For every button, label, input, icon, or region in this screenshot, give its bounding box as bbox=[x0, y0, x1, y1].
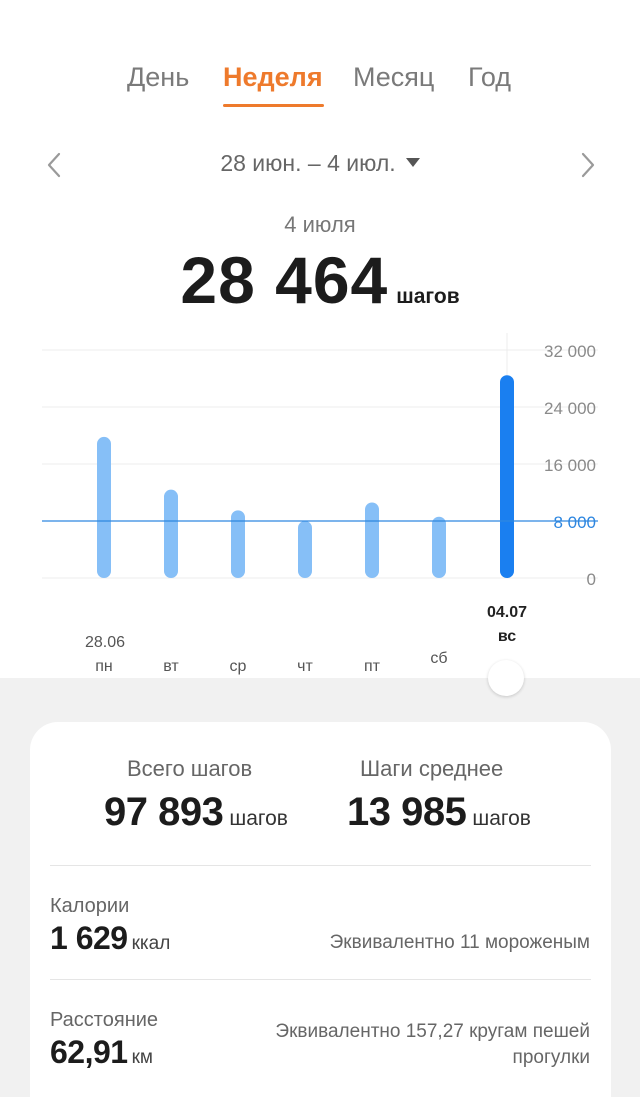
selected-date: 4 июля bbox=[284, 212, 356, 237]
y-tick-label: 8 000 bbox=[553, 513, 596, 532]
date-range-selector[interactable]: 28 июн. – 4 июл. bbox=[200, 150, 440, 177]
distance-unit: км bbox=[131, 1047, 153, 1068]
calories-value: 1 629 bbox=[50, 920, 128, 956]
average-steps-value: 13 985 bbox=[347, 790, 467, 834]
total-steps-value: 97 893 bbox=[104, 790, 224, 834]
date-range-label: 28 июн. – 4 июл. bbox=[220, 150, 396, 176]
x-date-label: 28.06 bbox=[85, 634, 125, 651]
summary-card: Всего шагов 97 893 шагов Шаги среднее 13 … bbox=[30, 722, 611, 1097]
chart-bar[interactable] bbox=[164, 489, 178, 578]
distance-value: 62,91 bbox=[50, 1034, 128, 1070]
average-steps-unit: шагов bbox=[472, 807, 531, 830]
x-tick-label: чт bbox=[297, 658, 313, 675]
x-tick-label: пт bbox=[364, 658, 381, 675]
chart-bar[interactable] bbox=[365, 502, 379, 578]
y-tick-label: 24 000 bbox=[544, 399, 596, 418]
total-steps-unit: шагов bbox=[229, 807, 288, 830]
divider bbox=[50, 979, 591, 980]
distance-equivalent: Эквивалентно 157,27 кругам пешей прогулк… bbox=[275, 1019, 590, 1071]
divider bbox=[50, 865, 591, 866]
next-range-button[interactable] bbox=[572, 150, 602, 180]
chart-bar[interactable] bbox=[231, 510, 245, 578]
selection-handle[interactable] bbox=[488, 660, 524, 696]
average-steps-label: Шаги среднее bbox=[360, 756, 504, 781]
calories-label: Калории bbox=[50, 895, 130, 917]
selected-steps-unit: шагов bbox=[396, 285, 460, 308]
calories-unit: ккал bbox=[131, 933, 171, 954]
average-steps: 13 985 шагов bbox=[347, 790, 531, 835]
total-steps: 97 893 шагов bbox=[104, 790, 288, 835]
distance-label: Расстояние bbox=[50, 1009, 159, 1031]
chevron-left-icon bbox=[47, 152, 61, 178]
calories-equivalent: Эквивалентно 11 мороженым bbox=[329, 932, 590, 953]
chart-bar[interactable] bbox=[432, 516, 446, 578]
x-tick-label: сб bbox=[430, 650, 447, 667]
x-tick-label: вс bbox=[498, 628, 516, 645]
x-date-label: 04.07 bbox=[487, 604, 527, 621]
tab-week[interactable]: Неделя bbox=[223, 62, 323, 92]
chart-bar[interactable] bbox=[97, 436, 111, 578]
period-tabs: День Неделя Месяц Год bbox=[0, 62, 640, 112]
chart-bar[interactable] bbox=[500, 375, 514, 578]
chart-bar[interactable] bbox=[298, 521, 312, 578]
selected-steps: 28 464 шагов bbox=[0, 242, 640, 318]
distance-equivalent-line1: Эквивалентно 157,27 кругам пешей bbox=[275, 1021, 590, 1042]
distance: 62,91 км bbox=[50, 1034, 153, 1071]
distance-equivalent-line2: прогулки bbox=[512, 1047, 590, 1068]
total-steps-label: Всего шагов bbox=[127, 756, 253, 781]
caret-down-icon bbox=[405, 158, 420, 167]
prev-range-button[interactable] bbox=[40, 150, 70, 180]
y-tick-label: 16 000 bbox=[544, 456, 596, 475]
x-tick-label: ср bbox=[230, 658, 247, 675]
tab-year[interactable]: Год bbox=[468, 62, 511, 92]
calories: 1 629 ккал bbox=[50, 920, 170, 957]
y-tick-label: 32 000 bbox=[544, 342, 596, 361]
steps-bar-chart[interactable]: 0 8 000 16 000 24 000 32 000 28.06 пн вт ср чт пт с… bbox=[0, 325, 640, 680]
chevron-right-icon bbox=[581, 152, 595, 178]
y-tick-label: 0 bbox=[587, 570, 596, 589]
tab-day[interactable]: День bbox=[127, 62, 190, 92]
selected-steps-value: 28 464 bbox=[180, 243, 389, 317]
x-tick-label: вт bbox=[163, 658, 179, 675]
tab-month[interactable]: Месяц bbox=[353, 62, 435, 92]
active-tab-indicator bbox=[223, 104, 324, 107]
x-tick-label: пн bbox=[95, 658, 113, 675]
